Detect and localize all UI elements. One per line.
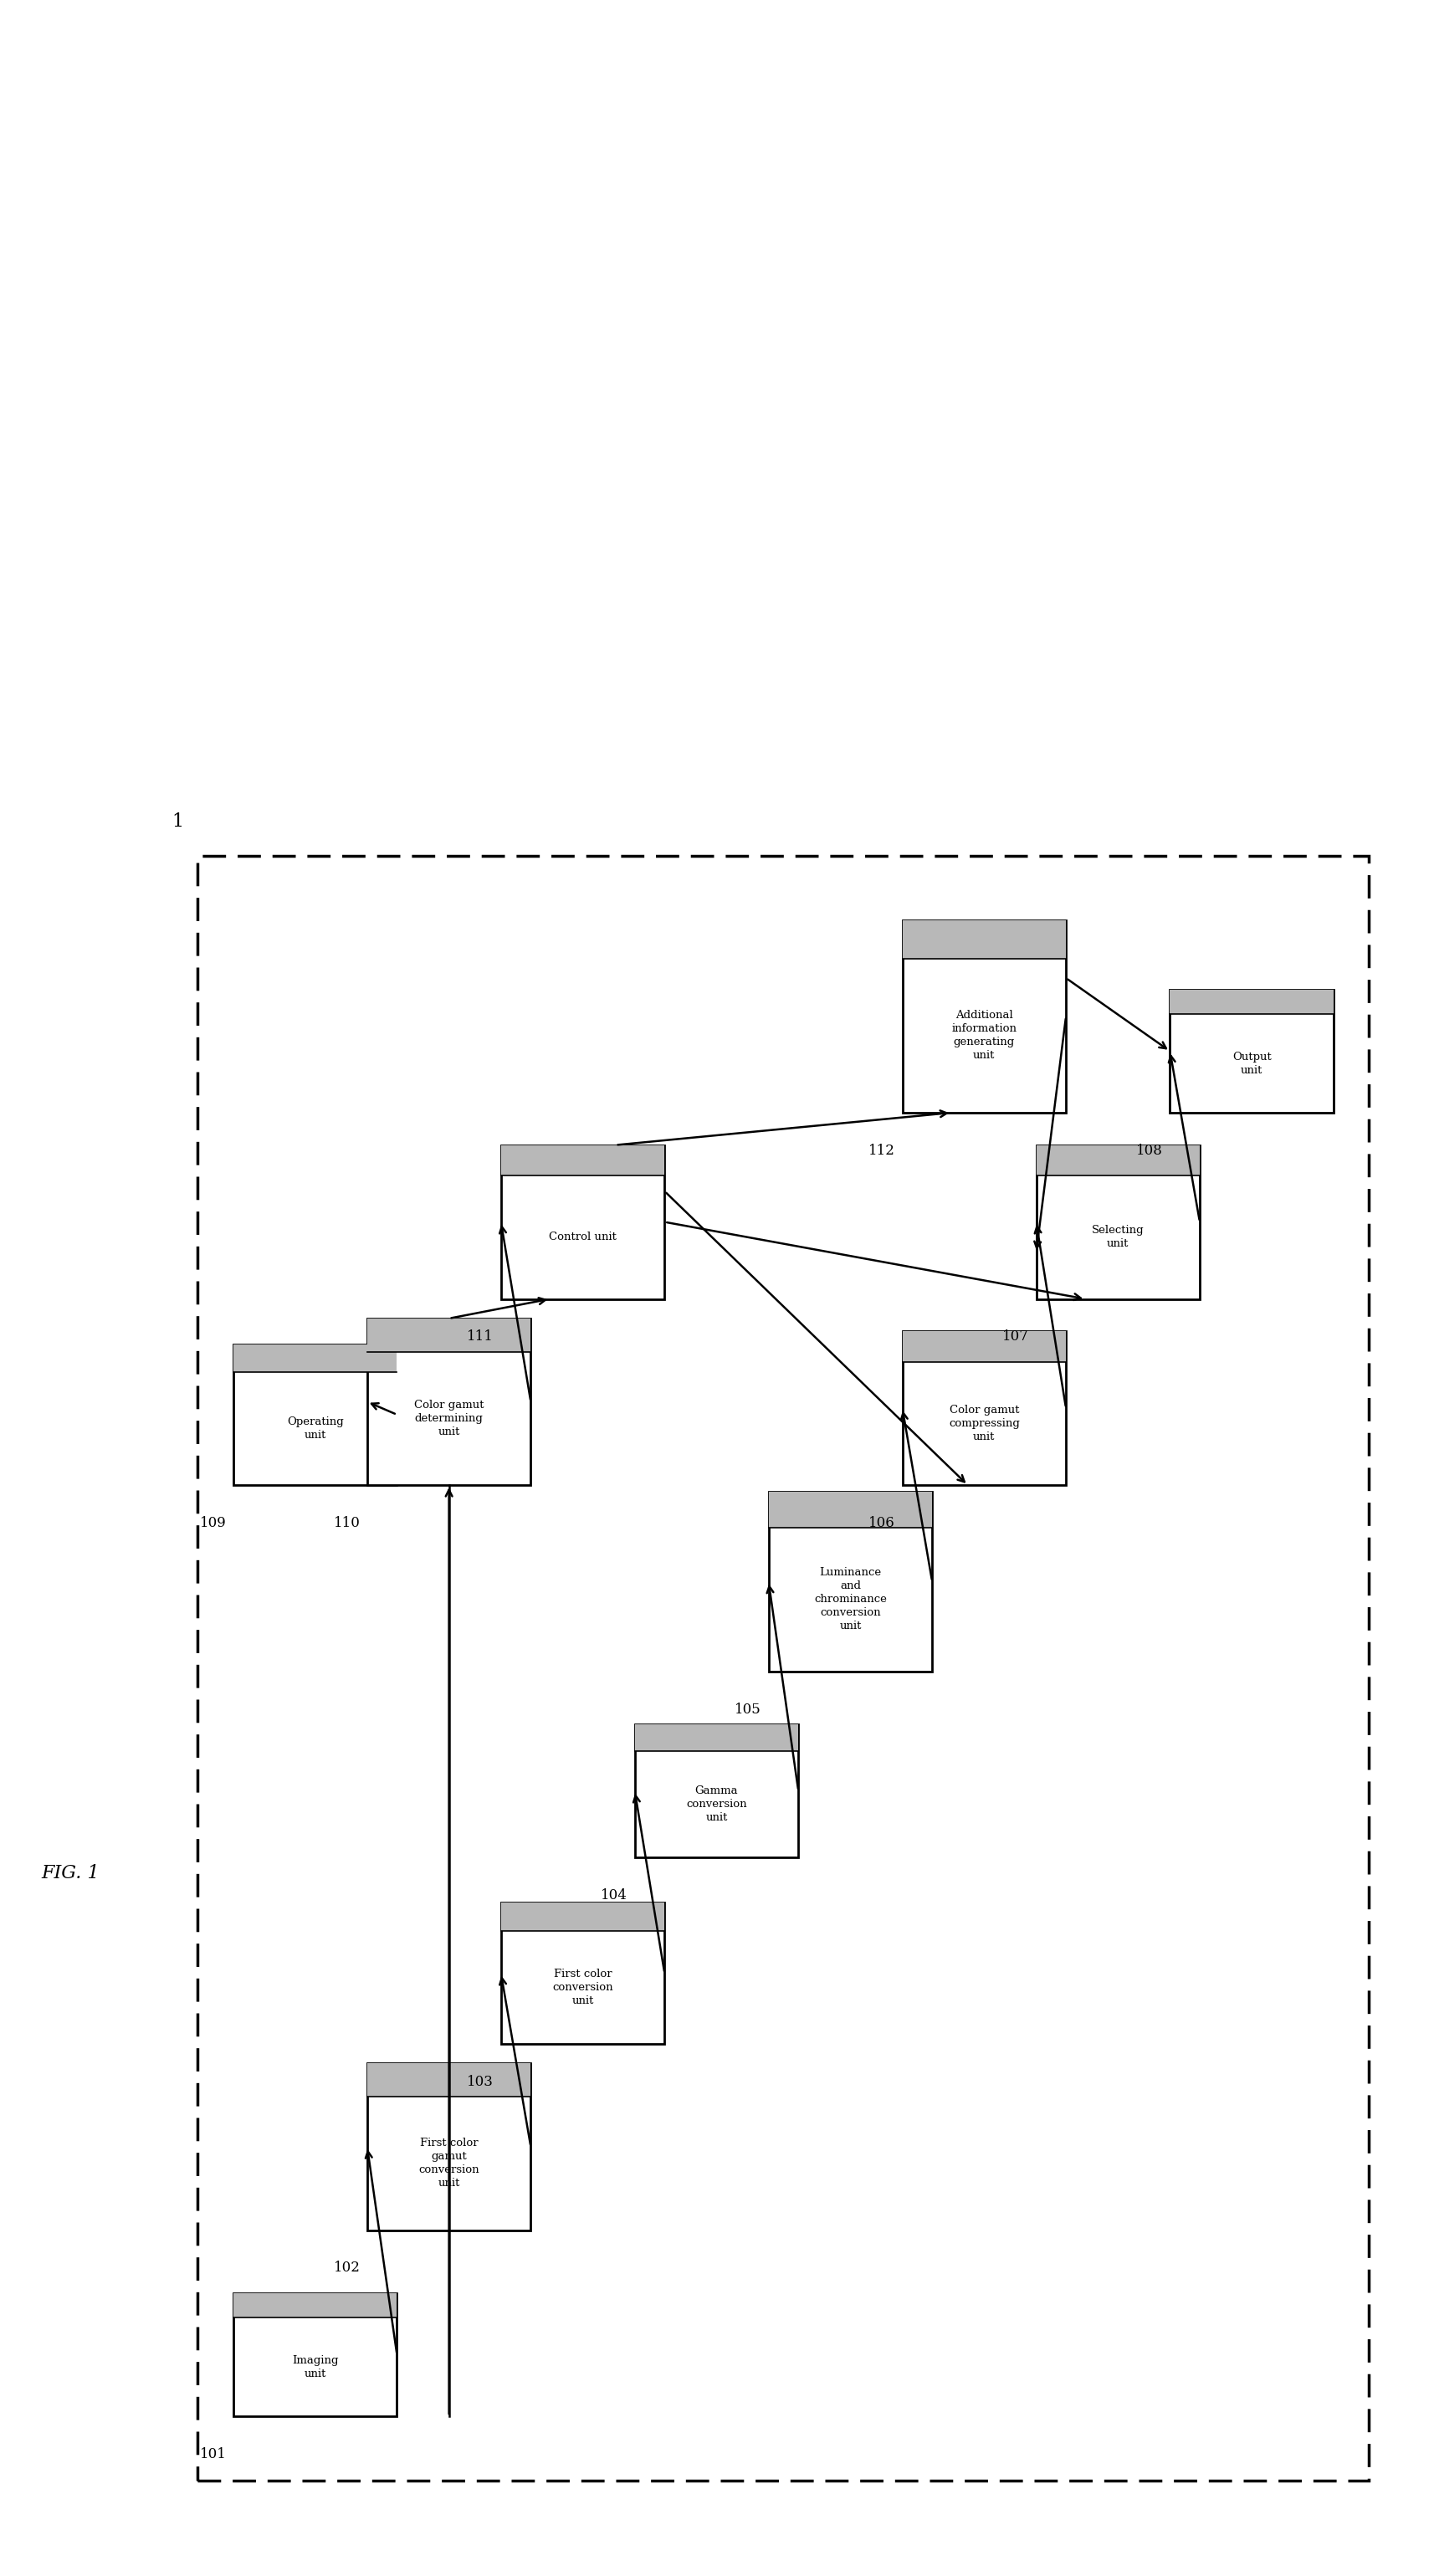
Text: First color
gamut
conversion
unit: First color gamut conversion unit [419,2138,479,2190]
Bar [500,1146,664,1298]
Text: Operating
unit: Operating unit [287,1417,344,1440]
Bar [902,1332,1065,1363]
Text: Output
unit: Output unit [1232,1051,1272,1077]
Text: 108: 108 [1136,1144,1163,1157]
Text: Gamma
conversion
unit: Gamma conversion unit [687,1785,747,1824]
Text: 102: 102 [334,2262,360,2275]
Bar [234,1345,397,1486]
Text: 110: 110 [334,1515,360,1530]
Bar [367,1319,531,1352]
Bar [198,855,1369,2481]
Text: Luminance
and
chrominance
conversion
unit: Luminance and chrominance conversion uni… [815,1566,886,1631]
Text: Additional
information
generating
unit: Additional information generating unit [952,1010,1017,1061]
Bar [1037,1146,1200,1175]
Bar [367,2063,531,2231]
Text: 112: 112 [869,1144,895,1157]
Bar [500,1904,664,2043]
Text: 107: 107 [1002,1329,1030,1345]
Bar [367,1319,531,1486]
Text: Color gamut
determining
unit: Color gamut determining unit [414,1399,483,1437]
Bar [1170,989,1334,1015]
Text: 104: 104 [601,1888,628,1904]
Bar [1037,1146,1200,1298]
Text: FIG. 1: FIG. 1 [42,1865,99,1883]
Text: 103: 103 [467,2074,493,2089]
Bar [1170,989,1334,1113]
Text: Selecting
unit: Selecting unit [1091,1226,1144,1249]
Bar [635,1723,799,1752]
Text: First color
conversion
unit: First color conversion unit [552,1968,614,2007]
Text: 106: 106 [869,1515,895,1530]
Bar [367,2063,531,2097]
Bar [500,1904,664,1932]
Text: Color gamut
compressing
unit: Color gamut compressing unit [949,1404,1020,1443]
Bar [500,1146,664,1175]
Bar [769,1492,932,1672]
Bar [769,1492,932,1528]
Bar [902,920,1065,958]
Bar [234,2293,397,2318]
Bar [635,1723,799,1857]
Bar [234,1345,397,1373]
Text: 109: 109 [199,1515,227,1530]
Text: 101: 101 [199,2447,227,2460]
Text: Control unit: Control unit [549,1231,617,1242]
Bar [902,920,1065,1113]
Bar [902,1332,1065,1486]
Text: 1: 1 [172,811,184,829]
Text: 105: 105 [734,1703,761,1716]
Text: Imaging
unit: Imaging unit [293,2354,338,2380]
Bar [234,2293,397,2416]
Text: 111: 111 [467,1329,493,1345]
